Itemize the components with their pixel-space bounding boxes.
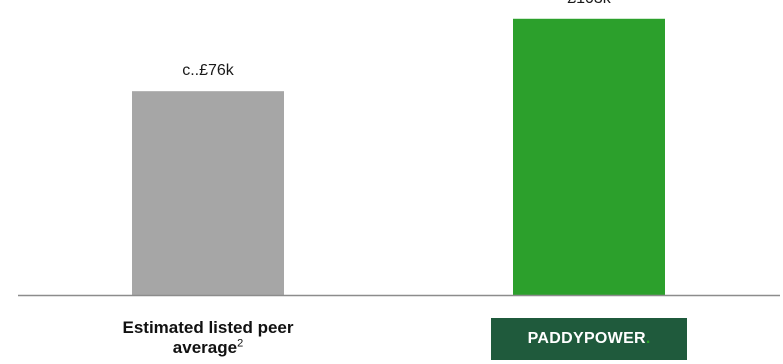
- bar-peer-average: [132, 91, 284, 295]
- paddypower-logo: PADDYPOWER.: [491, 318, 687, 360]
- footnote-marker: 2: [237, 337, 244, 350]
- bar-paddypower: [513, 18, 665, 295]
- data-label-peer-average: c..£76k: [182, 62, 235, 79]
- category-label-peer: Estimated listed peer average2: [88, 318, 328, 358]
- paddypower-logo-text: PADDYPOWER: [527, 330, 646, 347]
- paddypower-logo-dot: .: [645, 330, 651, 347]
- data-label-paddypower: £103k: [567, 0, 612, 7]
- category-label-peer-text: Estimated listed peer average: [122, 318, 294, 357]
